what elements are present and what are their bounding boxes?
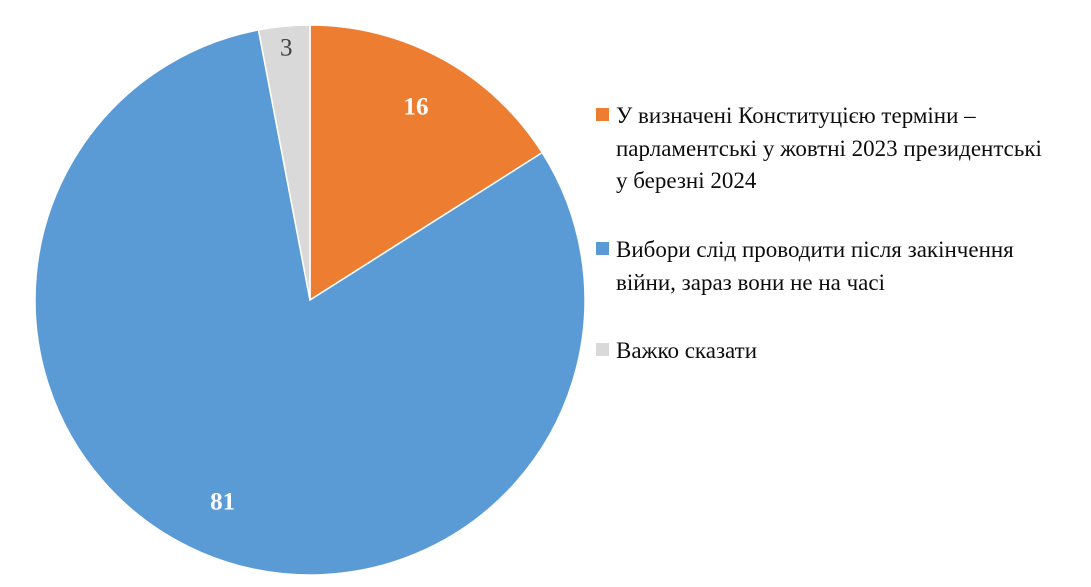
pie-slice-value: 3 xyxy=(280,35,293,62)
pie-chart: 16 81 3 xyxy=(34,24,586,576)
pie-slice-value: 16 xyxy=(404,94,429,121)
pie-slice-1 xyxy=(309,24,544,302)
legend-marker-icon xyxy=(596,108,609,121)
legend-label: У визначені Конституцією терміни – парла… xyxy=(616,103,1042,194)
legend-item: У визначені Конституцією терміни – парла… xyxy=(596,100,1054,198)
legend-item: Важко сказати xyxy=(596,335,1054,368)
legend-label: Важко сказати xyxy=(616,338,757,364)
legend-marker-icon xyxy=(596,241,609,255)
chart-legend: У визначені Конституцією терміни – парла… xyxy=(596,100,1054,368)
pie-slice-3 xyxy=(257,24,311,301)
pie-slice-2 xyxy=(34,28,586,576)
legend-marker-icon xyxy=(596,343,609,357)
legend-label: Вибори слід проводити після закінчення в… xyxy=(616,236,1014,295)
pie-slice-value: 81 xyxy=(210,488,235,515)
legend-item: Вибори слід проводити після закінчення в… xyxy=(596,234,1054,299)
